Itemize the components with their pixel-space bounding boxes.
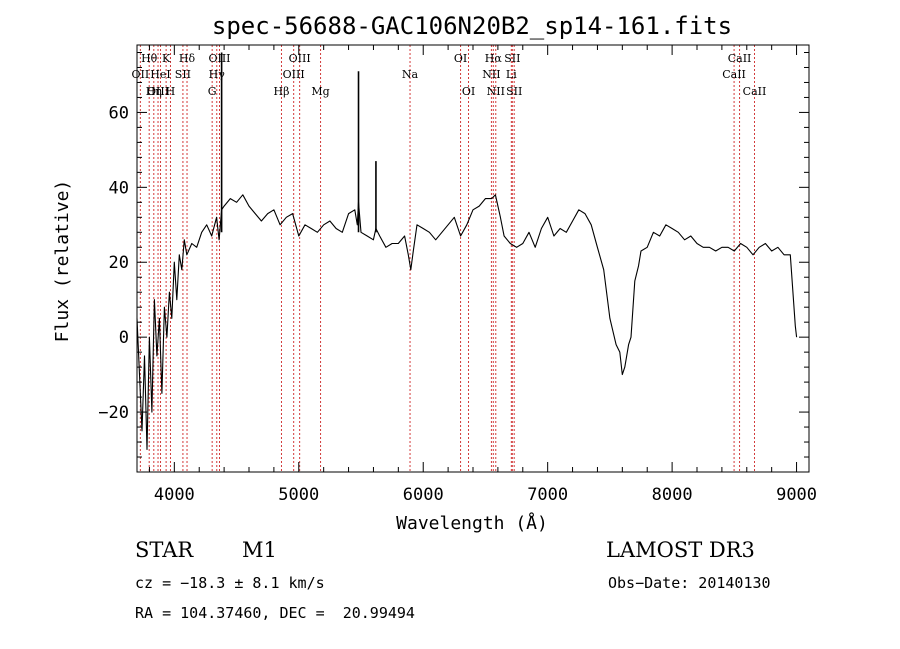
x-tick-label: 4000 xyxy=(154,485,195,505)
y-axis-ticks: −20 0 20 40 60 xyxy=(98,51,809,473)
object-subclass: M1 xyxy=(242,538,277,562)
emission-line-label: OIII xyxy=(208,52,230,65)
emission-line-label: H xyxy=(166,85,176,98)
survey-name: LAMOST DR3 xyxy=(606,538,755,562)
spectrum-line xyxy=(136,194,798,451)
emission-line-label: CaII xyxy=(743,85,767,98)
emission-line-label: Na xyxy=(402,68,419,81)
emission-line-label: K xyxy=(162,52,171,65)
x-axis-ticks: 4000 5000 6000 7000 8000 9000 xyxy=(148,45,817,505)
emission-line-label: Hδ xyxy=(179,52,196,65)
emission-line-label: CaII xyxy=(722,68,746,81)
y-axis-label: Flux (relative) xyxy=(52,180,73,343)
emission-line-label: SII xyxy=(506,85,522,98)
x-axis-label: Wavelength (Å) xyxy=(396,512,548,534)
emission-line-label: OII xyxy=(132,68,150,81)
chart-title: spec-56688-GAC106N20B2_sp14-161.fits xyxy=(212,12,732,40)
y-tick-label: −20 xyxy=(98,403,129,423)
y-tick-label: 60 xyxy=(109,103,129,123)
emission-line-markers xyxy=(139,45,755,472)
plot-frame xyxy=(136,44,810,473)
emission-line-label: OIII xyxy=(289,52,311,65)
emission-line-label: Hγ xyxy=(209,68,226,81)
emission-line-label: SII xyxy=(175,68,191,81)
observation-date: Obs−Date: 20140130 xyxy=(608,574,771,592)
emission-line-label: Hθ xyxy=(141,52,158,65)
x-tick-label: 8000 xyxy=(652,485,693,505)
y-tick-label: 0 xyxy=(119,328,129,348)
emission-line-label: CaII xyxy=(728,52,752,65)
emission-line-label: Li xyxy=(506,68,517,81)
emission-line-label: SII xyxy=(504,52,520,65)
emission-line-label: OI xyxy=(454,52,467,65)
x-tick-label: 9000 xyxy=(776,485,817,505)
x-tick-label: 5000 xyxy=(278,485,319,505)
emission-line-label: OIII xyxy=(283,68,305,81)
object-class: STAR xyxy=(135,538,194,562)
x-tick-label: 6000 xyxy=(403,485,444,505)
emission-line-label: Hα xyxy=(485,52,503,65)
emission-line-label: NII xyxy=(482,68,500,81)
y-tick-label: 20 xyxy=(109,253,129,273)
emission-line-label: Mg xyxy=(311,85,329,98)
spectrum-plot xyxy=(136,52,798,451)
emission-line-label: Hβ xyxy=(274,85,290,98)
emission-line-label: OIII xyxy=(147,85,169,98)
emission-line-label: G xyxy=(208,85,217,98)
y-tick-label: 40 xyxy=(109,178,129,198)
x-tick-label: 7000 xyxy=(527,485,568,505)
emission-line-label: OI xyxy=(462,85,475,98)
emission-line-label: Hη xyxy=(146,85,162,98)
redshift-info: cz = −18.3 ± 8.1 km/s xyxy=(135,574,325,592)
coordinates-info: RA = 104.37460, DEC = 20.99494 xyxy=(135,604,415,622)
emission-line-label: NII xyxy=(487,85,505,98)
emission-line-label: HeI xyxy=(150,68,170,81)
